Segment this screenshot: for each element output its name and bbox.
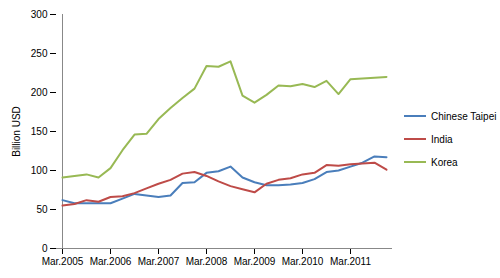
svg-text:Mar.2007: Mar.2007	[138, 256, 180, 267]
svg-text:300: 300	[31, 9, 48, 20]
svg-text:50: 50	[36, 204, 48, 215]
svg-text:100: 100	[31, 165, 48, 176]
svg-text:200: 200	[31, 87, 48, 98]
svg-text:Mar.2009: Mar.2009	[234, 256, 276, 267]
html-text:India: India	[431, 133, 453, 145]
svg-text:Mar.2011: Mar.2011	[330, 256, 371, 267]
html-text:Korea: Korea	[431, 156, 458, 168]
svg-text:Mar.2005: Mar.2005	[42, 256, 84, 267]
svg-text:Mar.2008: Mar.2008	[186, 256, 228, 267]
svg-text:150: 150	[31, 126, 48, 137]
svg-text:Billion USD: Billion USD	[11, 106, 22, 157]
html-text:Chinese Taipei: Chinese Taipei	[431, 110, 497, 122]
svg-text:250: 250	[31, 48, 48, 59]
svg-text:0: 0	[42, 243, 48, 254]
svg-text:Mar.2010: Mar.2010	[282, 256, 324, 267]
svg-text:Mar.2006: Mar.2006	[90, 256, 132, 267]
